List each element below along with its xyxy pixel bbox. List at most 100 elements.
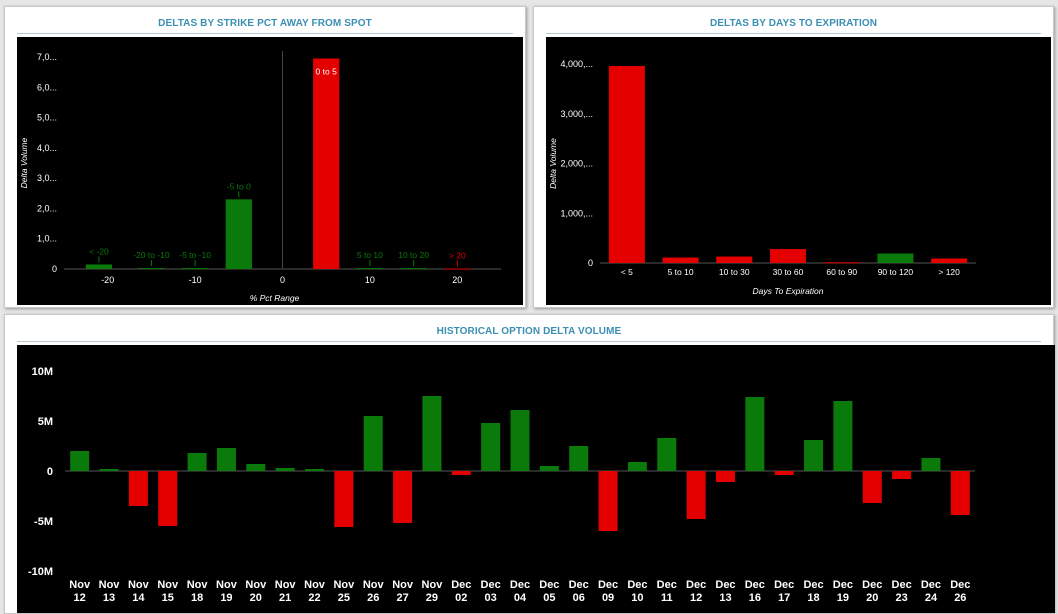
expiry-panel: DELTAS BY DAYS TO EXPIRATION 0 1,000,... 2… xyxy=(533,6,1054,308)
strike-x-tick-label: -10 xyxy=(189,275,202,285)
history-bar xyxy=(246,464,266,471)
expiry-y-tick-label: 3,000,... xyxy=(560,109,593,119)
history-x-tick-day: 17 xyxy=(778,592,790,604)
strike-bar xyxy=(313,58,340,270)
history-x-tick-month: Dec xyxy=(892,579,912,591)
history-x-tick-day: 21 xyxy=(279,592,291,604)
history-bar xyxy=(158,471,178,526)
expiry-bar xyxy=(823,262,860,264)
history-x-tick-day: 02 xyxy=(455,592,467,604)
history-x-tick-month: Dec xyxy=(451,579,471,591)
strike-data-label: 10 to 20 xyxy=(398,250,429,260)
strike-chart-svg: 0 1,0... 2,0... 3,0... 4,0... 5,0... 6,0... 7,0… xyxy=(19,51,501,303)
history-y-tick-label: -10M xyxy=(28,566,53,578)
history-y-tick-label: 0 xyxy=(47,466,53,478)
history-x-tick-month: Nov xyxy=(128,579,150,591)
history-x-tick-month: Dec xyxy=(715,579,735,591)
history-x-tick-month: Dec xyxy=(627,579,647,591)
history-x-tick-month: Dec xyxy=(774,579,794,591)
history-bar xyxy=(393,471,413,523)
strike-bar xyxy=(138,268,165,270)
history-x-tick-day: 11 xyxy=(661,592,673,604)
strike-data-label: -20 to -10 xyxy=(133,250,170,260)
strike-y-tick-label: 1,0... xyxy=(37,234,57,244)
history-x-tick-month: Dec xyxy=(862,579,882,591)
expiry-bar xyxy=(608,65,645,264)
history-x-tick-month: Nov xyxy=(392,579,414,591)
strike-data-label: 0 to 5 xyxy=(316,67,338,77)
history-bar xyxy=(275,468,295,471)
history-x-tick-day: 13 xyxy=(103,592,115,604)
history-x-tick-month: Dec xyxy=(833,579,853,591)
history-x-tick-day: 29 xyxy=(426,592,438,604)
strike-y-tick-label: 7,0... xyxy=(37,52,57,62)
expiry-y-tick-label: 0 xyxy=(588,258,593,268)
history-x-tick-day: 19 xyxy=(220,592,232,604)
history-chart: 10M 5M 0 -5M -10M Nov 12 Nov 13 Nov 14 Nov 15 Nov 18 No… xyxy=(17,345,1055,613)
history-x-tick-month: Nov xyxy=(245,579,267,591)
history-x-tick-day: 12 xyxy=(690,592,702,604)
history-x-tick-month: Dec xyxy=(510,579,530,591)
history-bar xyxy=(657,438,677,471)
expiry-bar xyxy=(770,249,806,263)
history-x-tick-day: 16 xyxy=(749,592,761,604)
strike-data-label: < -20 xyxy=(89,246,109,256)
history-x-tick-month: Dec xyxy=(745,579,765,591)
expiry-bar xyxy=(662,257,699,263)
history-x-tick-month: Nov xyxy=(363,579,385,591)
expiry-chart: 0 1,000,... 2,000,... 3,000,... 4,000,... < 5… xyxy=(546,37,1051,305)
history-bar xyxy=(627,462,647,471)
history-y-tick-label: 10M xyxy=(32,366,53,378)
history-bar xyxy=(569,446,589,471)
history-x-tick-day: 09 xyxy=(602,592,614,604)
strike-x-tick-label: 20 xyxy=(452,275,462,285)
history-bar xyxy=(833,401,853,471)
expiry-bar xyxy=(877,253,914,263)
history-bar xyxy=(70,451,90,471)
history-x-tick-day: 26 xyxy=(367,592,379,604)
strike-bar xyxy=(85,264,113,269)
history-bar xyxy=(422,396,442,471)
expiry-x-axis-title: Days To Expiration xyxy=(752,286,823,296)
strike-data-label: -5 to 0 xyxy=(227,181,251,191)
strike-y-tick-label: 4,0... xyxy=(37,143,57,153)
expiry-x-tick-label: 90 to 120 xyxy=(878,267,914,277)
expiry-x-tick-label: 30 to 60 xyxy=(773,267,804,277)
strike-data-label: -5 to -10 xyxy=(179,250,211,260)
history-x-tick-month: Dec xyxy=(481,579,501,591)
history-bar xyxy=(892,471,912,479)
expiry-y-tick-label: 1,000,... xyxy=(560,208,593,218)
history-x-tick-day: 20 xyxy=(866,592,878,604)
strike-chart: 0 1,0... 2,0... 3,0... 4,0... 5,0... 6,0... 7,0… xyxy=(17,37,523,305)
history-bar xyxy=(128,471,148,506)
history-x-tick-day: 26 xyxy=(954,592,966,604)
strike-panel: DELTAS BY STRIKE PCT AWAY FROM SPOT 0 1,0… xyxy=(4,6,526,308)
history-bar xyxy=(950,471,970,515)
history-x-tick-month: Dec xyxy=(686,579,706,591)
history-bar xyxy=(363,416,383,471)
expiry-x-tick-label: > 120 xyxy=(938,267,960,277)
history-panel: HISTORICAL OPTION DELTA VOLUME 10M 5M 0 -5M… xyxy=(4,314,1055,614)
history-x-tick-month: Nov xyxy=(422,579,444,591)
history-x-tick-day: 24 xyxy=(925,592,938,604)
expiry-y-tick-label: 4,000,... xyxy=(560,59,593,69)
history-bar xyxy=(187,453,207,471)
strike-y-tick-label: 0 xyxy=(52,264,57,274)
history-x-tick-month: Dec xyxy=(657,579,677,591)
history-bar xyxy=(598,471,618,531)
history-bar xyxy=(510,410,530,471)
history-panel-title: HISTORICAL OPTION DELTA VOLUME xyxy=(17,322,1041,342)
history-x-tick-day: 23 xyxy=(895,592,907,604)
history-bar xyxy=(804,440,824,471)
expiry-x-tick-label: 10 to 30 xyxy=(719,267,750,277)
history-x-tick-month: Nov xyxy=(216,579,238,591)
expiry-bar xyxy=(931,258,968,263)
history-bar xyxy=(539,466,559,471)
expiry-bar xyxy=(716,256,753,263)
history-x-tick-day: 06 xyxy=(573,592,585,604)
history-x-tick-month: Nov xyxy=(99,579,121,591)
strike-panel-title: DELTAS BY STRIKE PCT AWAY FROM SPOT xyxy=(17,14,513,34)
strike-bar xyxy=(181,268,209,270)
history-y-tick-label: 5M xyxy=(38,416,53,428)
history-bar xyxy=(334,471,354,527)
